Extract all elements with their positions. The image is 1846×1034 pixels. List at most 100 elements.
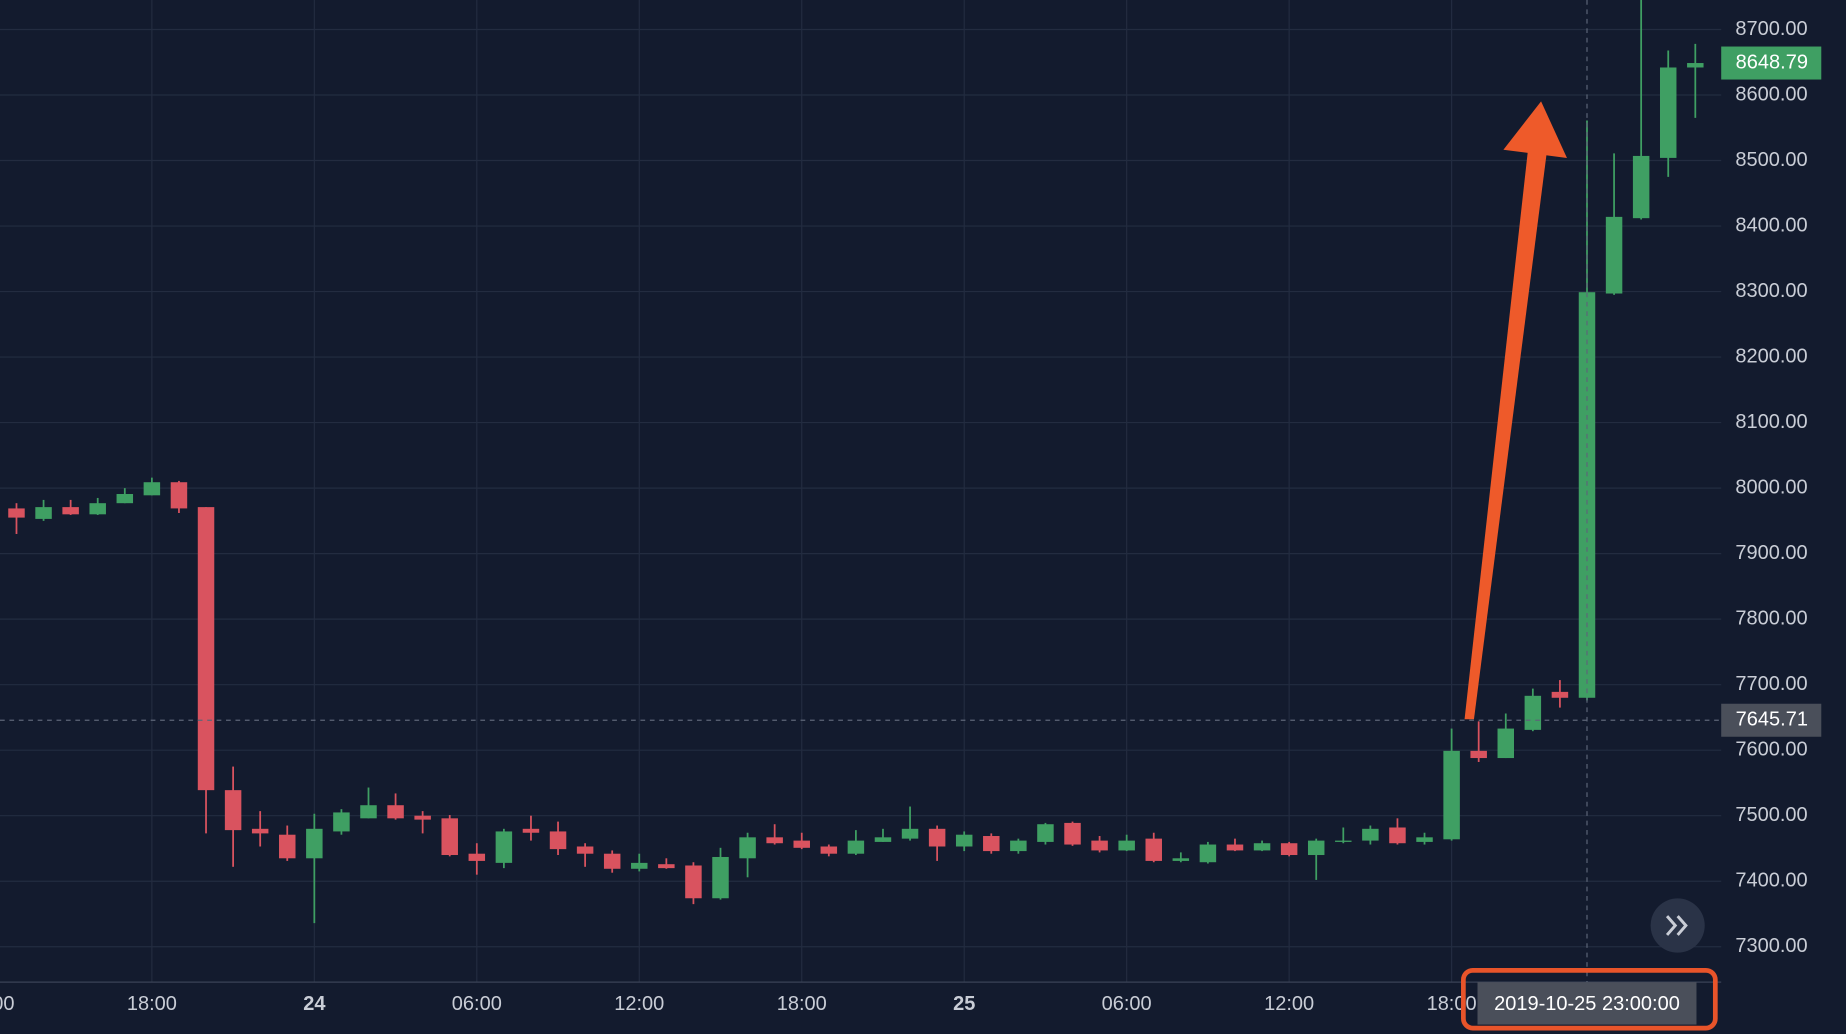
- y-tick-label: 8700.00: [1735, 18, 1807, 40]
- x-tick-label: 18:00: [127, 993, 177, 1015]
- candle-body: [1172, 858, 1190, 861]
- y-tick-label: 7300.00: [1735, 935, 1807, 957]
- x-tick-label: 18:00: [1427, 993, 1477, 1015]
- candle-body: [306, 828, 323, 859]
- candle-body: [1497, 728, 1515, 759]
- candle-body: [739, 837, 756, 859]
- candle-body: [1659, 67, 1677, 158]
- y-tick-label: 8400.00: [1735, 214, 1807, 236]
- candle-body: [712, 856, 729, 899]
- candle-body: [279, 834, 296, 859]
- y-tick-label: 8100.00: [1735, 411, 1807, 433]
- candle-body: [928, 828, 946, 847]
- crosshair-time-label: 2019-10-25 23:00:00: [1494, 993, 1680, 1015]
- candle-body: [468, 853, 486, 861]
- candle-body: [1091, 840, 1108, 851]
- candle-body: [224, 790, 242, 831]
- candle-body: [983, 836, 1000, 852]
- crosshair-price-box: [1721, 703, 1822, 737]
- candle-body: [8, 508, 25, 518]
- candle-body: [1307, 840, 1325, 856]
- candle-body: [549, 831, 567, 850]
- y-tick-label: 8000.00: [1735, 476, 1807, 498]
- y-tick-label: 7600.00: [1735, 738, 1807, 760]
- x-tick-label: 06:00: [452, 993, 502, 1015]
- candle-body: [793, 840, 810, 848]
- x-tick-label: 25: [953, 993, 975, 1015]
- candle-body: [1443, 750, 1460, 840]
- y-tick-label: 8600.00: [1735, 83, 1807, 105]
- candle-body: [1687, 63, 1704, 68]
- x-tick-label: 12:00: [614, 993, 664, 1015]
- y-tick-label: 7900.00: [1735, 542, 1807, 564]
- candle-body: [1253, 843, 1271, 851]
- y-tick-label: 7500.00: [1735, 804, 1807, 826]
- candle-body: [1605, 216, 1623, 294]
- y-tick-label: 7400.00: [1735, 869, 1807, 891]
- candle-body: [251, 828, 269, 834]
- crosshair-time-box: [1477, 982, 1697, 1025]
- candle-body: [1145, 838, 1162, 861]
- x-tick-label: 06:00: [1102, 993, 1152, 1015]
- last-price-label: 8648.79: [1736, 51, 1808, 73]
- candle-body: [35, 507, 52, 519]
- candle-body: [441, 818, 458, 856]
- scroll-button-icon[interactable]: [1665, 915, 1688, 936]
- candle-body: [874, 837, 892, 842]
- arrow-shaft: [1464, 148, 1547, 720]
- candle-body: [116, 494, 134, 504]
- candle-body: [766, 837, 783, 844]
- candle-body: [820, 846, 838, 854]
- candle-body: [1064, 822, 1081, 845]
- x-tick-label: 12:00: [0, 993, 14, 1015]
- candle-body: [1416, 837, 1433, 842]
- y-tick-label: 8200.00: [1735, 345, 1807, 367]
- candle-body: [1118, 840, 1135, 851]
- candle-body: [658, 864, 675, 869]
- candle-body: [685, 865, 702, 899]
- candle-body: [333, 812, 350, 832]
- last-price-box: [1721, 46, 1822, 80]
- candle-body: [170, 482, 188, 509]
- crosshair-price-label: 7645.71: [1736, 709, 1808, 731]
- annotation-box: [1461, 967, 1718, 1031]
- candle-body: [522, 828, 540, 833]
- candle-body: [847, 840, 865, 854]
- scroll-button[interactable]: [1650, 898, 1705, 953]
- annotation-arrow: [1464, 101, 1567, 720]
- candle-body: [1524, 695, 1542, 730]
- candle-body: [901, 828, 919, 839]
- candle-body: [1470, 750, 1487, 759]
- candle-body: [197, 507, 215, 791]
- candle-body: [603, 853, 621, 869]
- candle-body: [576, 846, 594, 854]
- candle-body: [89, 503, 106, 515]
- plot-area: [8, 0, 1704, 924]
- candle-body: [1280, 843, 1298, 856]
- candle-body: [1226, 844, 1244, 851]
- candle-body: [1335, 840, 1352, 842]
- candle-body: [1010, 840, 1027, 852]
- candle-body: [414, 815, 431, 820]
- candle-body: [1551, 691, 1569, 698]
- x-tick-label: 18:00: [777, 993, 827, 1015]
- x-tick-label: 12:00: [1264, 993, 1314, 1015]
- candle-body: [495, 831, 513, 863]
- candle-body: [1389, 827, 1406, 844]
- candle-body: [1362, 828, 1379, 841]
- x-tick-label: 24: [303, 993, 326, 1015]
- y-tick-label: 7800.00: [1735, 607, 1807, 629]
- candle-body: [360, 805, 377, 819]
- candle-body: [631, 862, 648, 869]
- y-tick-label: 8300.00: [1735, 280, 1807, 302]
- candle-body: [143, 482, 161, 496]
- scroll-button-bg[interactable]: [1650, 898, 1705, 953]
- candle-body: [1037, 824, 1054, 842]
- y-tick-label: 7700.00: [1735, 673, 1807, 695]
- candle-body: [955, 834, 973, 847]
